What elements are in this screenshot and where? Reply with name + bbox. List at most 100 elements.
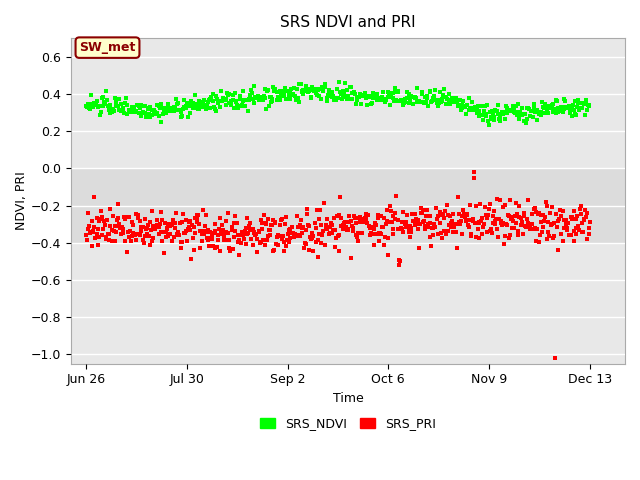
Point (413, 97, 424, 105)
Point (549, 219, 559, 227)
Point (172, 101, 182, 108)
Point (100, 221, 110, 229)
Point (207, 235, 217, 243)
Point (388, 230, 399, 238)
Point (218, 96, 228, 103)
Point (428, 224, 438, 231)
Point (332, 95, 342, 102)
Point (192, 215, 202, 222)
Point (394, 87, 404, 95)
Point (200, 228, 211, 235)
Point (361, 215, 371, 223)
Point (149, 106, 159, 114)
Point (552, 217, 563, 225)
Point (294, 232, 304, 240)
Point (567, 215, 577, 223)
Point (380, 95, 390, 103)
Point (97, 213, 108, 221)
Point (513, 231, 523, 239)
Point (419, 99, 429, 107)
Point (213, 99, 223, 107)
Point (171, 209, 181, 216)
Point (167, 221, 177, 229)
Point (438, 210, 448, 217)
Point (88, 227, 98, 235)
Point (237, 102, 247, 109)
Point (156, 104, 166, 112)
Point (288, 91, 298, 99)
Point (467, 216, 477, 223)
Point (184, 218, 194, 226)
Point (449, 223, 460, 231)
Point (459, 210, 469, 218)
Point (246, 235, 257, 243)
Point (361, 210, 371, 218)
Point (136, 101, 146, 109)
Point (341, 223, 351, 231)
Point (86, 217, 97, 225)
Point (430, 86, 440, 94)
Point (83, 209, 93, 217)
Point (124, 233, 134, 240)
Point (183, 113, 193, 121)
Point (281, 242, 291, 250)
Point (199, 103, 209, 110)
Point (369, 91, 380, 98)
Point (439, 215, 449, 222)
Point (324, 89, 334, 96)
Point (218, 97, 228, 105)
Point (406, 228, 416, 236)
Point (334, 78, 344, 86)
Point (480, 204, 490, 211)
Point (169, 103, 179, 111)
Point (484, 205, 494, 213)
Point (111, 228, 121, 236)
Point (244, 96, 254, 103)
Point (396, 224, 406, 232)
Point (185, 217, 195, 225)
Point (563, 231, 573, 239)
Point (95, 111, 106, 119)
Point (211, 107, 221, 115)
Point (283, 230, 293, 238)
Point (321, 221, 331, 229)
Point (410, 94, 420, 102)
Point (190, 214, 200, 222)
Point (202, 235, 212, 242)
Point (147, 238, 157, 245)
Point (468, 216, 478, 224)
Point (182, 237, 192, 245)
Point (237, 228, 247, 236)
Point (327, 229, 337, 237)
Point (152, 216, 163, 224)
Point (346, 222, 356, 229)
Point (382, 206, 392, 214)
Point (147, 207, 157, 215)
Point (376, 213, 387, 220)
Point (295, 232, 305, 240)
Point (327, 88, 337, 96)
Point (288, 229, 298, 237)
Point (572, 103, 582, 111)
Point (577, 219, 587, 227)
Point (501, 103, 511, 110)
Point (400, 95, 410, 103)
Point (246, 226, 256, 234)
Point (129, 105, 140, 113)
Point (380, 98, 390, 106)
Point (88, 103, 98, 111)
Point (541, 102, 551, 110)
Point (561, 216, 571, 224)
Point (96, 215, 106, 223)
Point (463, 95, 474, 102)
Point (188, 104, 198, 112)
Point (319, 199, 330, 207)
Point (104, 106, 114, 114)
Point (264, 94, 275, 101)
Point (307, 229, 317, 237)
Point (148, 109, 159, 117)
Point (302, 86, 312, 94)
Point (354, 94, 364, 101)
Point (467, 106, 477, 114)
Point (242, 96, 252, 104)
